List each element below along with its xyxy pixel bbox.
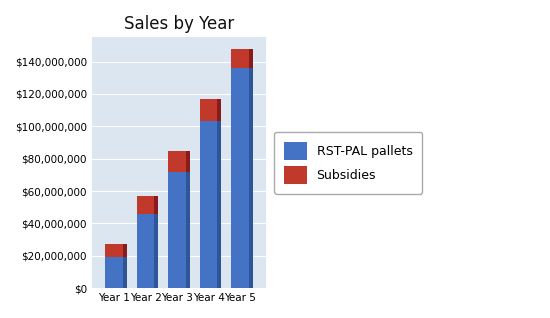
Polygon shape <box>154 214 158 288</box>
Polygon shape <box>86 37 88 288</box>
Polygon shape <box>217 99 221 121</box>
Polygon shape <box>168 151 186 172</box>
Polygon shape <box>200 121 217 288</box>
Polygon shape <box>137 214 154 288</box>
Polygon shape <box>186 151 190 172</box>
Polygon shape <box>168 172 186 288</box>
Title: Sales by Year: Sales by Year <box>124 15 234 33</box>
Polygon shape <box>137 196 154 214</box>
Polygon shape <box>232 68 249 288</box>
Legend: RST-PAL pallets, Subsidies: RST-PAL pallets, Subsidies <box>274 132 422 194</box>
Polygon shape <box>106 257 123 288</box>
Polygon shape <box>249 68 253 288</box>
Polygon shape <box>232 49 249 68</box>
Polygon shape <box>154 196 158 214</box>
Polygon shape <box>186 172 190 288</box>
Polygon shape <box>217 121 221 288</box>
Polygon shape <box>123 257 127 288</box>
Polygon shape <box>249 49 253 68</box>
Polygon shape <box>106 245 123 257</box>
Polygon shape <box>200 99 217 121</box>
Polygon shape <box>88 37 92 288</box>
Polygon shape <box>123 245 127 257</box>
